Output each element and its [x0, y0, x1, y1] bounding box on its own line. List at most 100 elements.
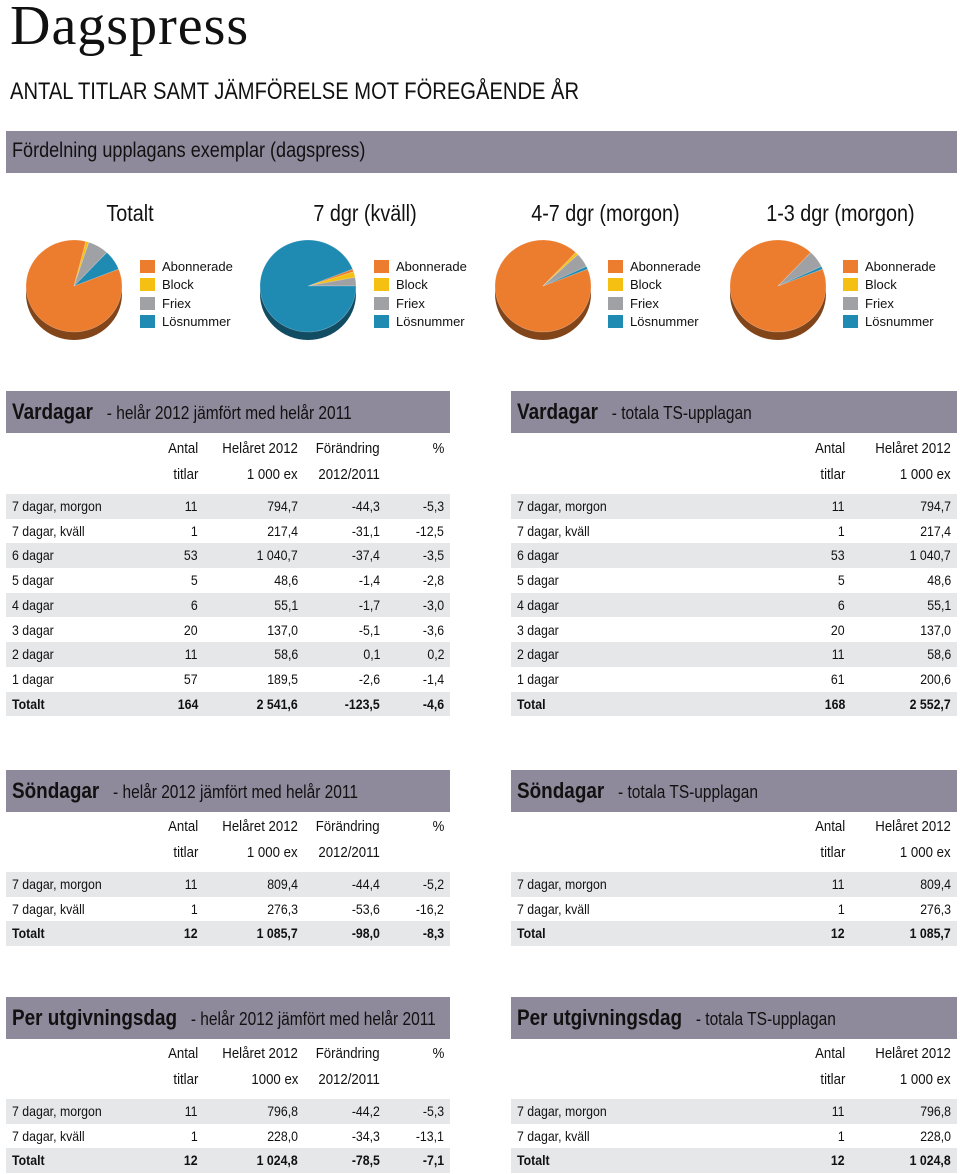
cell-value: 5: [838, 572, 845, 589]
table-row: 7 dagar, kväll 1 228,0: [511, 1124, 957, 1149]
cell-value: -2,8: [422, 572, 444, 589]
pie-slice-lösnummer: [542, 266, 589, 287]
table-total-row: Totalt 12 1 085,7 -98,0 -8,3: [6, 921, 450, 946]
cell-value: -78,5: [351, 1152, 380, 1169]
column-header: 1 000 ex: [247, 844, 298, 861]
pie-slice-lösnummer: [777, 266, 824, 287]
cell-value: 1: [838, 900, 845, 917]
cell-value: -98,0: [351, 925, 380, 942]
cell-value: 55,1: [274, 596, 298, 613]
table-header-row: Antal Helåret 2012: [511, 815, 957, 839]
cell-value: 12: [184, 925, 198, 942]
legend-label: Lösnummer: [630, 314, 699, 330]
column-header: 1 000 ex: [900, 466, 951, 483]
cell-value: 228,0: [920, 1127, 951, 1144]
pie-title-1-3dgr: 1-3 dgr (morgon): [766, 200, 915, 226]
column-header: 1 000 ex: [900, 844, 951, 861]
cell-value: 809,4: [920, 876, 951, 892]
column-header: Förändring: [316, 1045, 380, 1062]
pie-slice-abonnerade: [307, 268, 355, 287]
cell-value: -5,1: [358, 621, 380, 638]
cell-value: 137,0: [920, 621, 951, 638]
column-header: Helåret 2012: [222, 440, 298, 457]
table-total-row: Total 168 2 552,7: [511, 691, 957, 717]
table-row: 7 dagar, morgon 11 794,7: [511, 494, 957, 519]
table-row: 7 dagar, morgon 11 809,4 -44,4 -5,2: [6, 872, 450, 897]
row-label: Totalt: [517, 1152, 550, 1169]
cell-value: 58,6: [274, 646, 298, 663]
cell-value: 11: [832, 876, 845, 892]
legend-swatch: [608, 259, 623, 273]
column-header: %: [432, 1045, 444, 1062]
row-label: 1 dagar: [12, 670, 54, 687]
legend-label: Abonnerade: [396, 258, 467, 274]
legend-label: Lösnummer: [865, 314, 934, 330]
cell-value: -3,0: [422, 596, 444, 613]
column-header: Antal: [167, 440, 198, 457]
cell-value: 1: [191, 1127, 198, 1144]
document-title: Dagspress: [10, 0, 250, 57]
column-header: titlar: [173, 844, 198, 861]
pie-slice-block: [307, 271, 356, 287]
cell-value: 796,8: [920, 1103, 951, 1119]
cell-value: -16,2: [415, 900, 444, 917]
cell-value: -7,1: [422, 1152, 444, 1169]
legend-swatch: [374, 315, 389, 329]
legend-swatch: [140, 278, 155, 292]
legend-item: Block: [843, 276, 936, 295]
row-label: 1 dagar: [517, 670, 559, 687]
cell-value: 228,0: [267, 1127, 298, 1144]
column-header: Helåret 2012: [222, 818, 298, 835]
column-header: 1000 ex: [251, 1071, 298, 1088]
row-label: 7 dagar, morgon: [12, 498, 102, 514]
cell-value: -37,4: [351, 547, 380, 564]
legend-label: Abonnerade: [630, 258, 701, 274]
row-label: 7 dagar, kväll: [517, 900, 590, 917]
cell-value: 6: [191, 596, 198, 613]
table-row: 4 dagar 6 55,1: [511, 592, 957, 618]
legend-label: Block: [630, 277, 662, 293]
cell-value: -3,5: [422, 547, 444, 564]
legend-swatch: [843, 315, 858, 329]
legend-label: Friex: [630, 295, 659, 311]
vardagar-cmp-band: Vardagar - helår 2012 jämfört med helår 2…: [6, 391, 450, 433]
cell-value: 11: [832, 498, 845, 514]
table-header-row: Antal Helåret 2012: [511, 1042, 957, 1066]
cell-value: -8,3: [422, 925, 444, 942]
main-heading: ANTAL TITLAR SAMT JÄMFÖRELSE MOT FÖREGÅE…: [10, 78, 580, 105]
cell-value: -31,1: [351, 522, 380, 539]
pie-chart-4-7dgr: [494, 239, 592, 340]
cell-value: 11: [185, 646, 198, 663]
table-row: 6 dagar 53 1 040,7 -37,4 -3,5: [6, 543, 450, 568]
pie-chart-totalt: [25, 239, 123, 340]
cell-value: 794,7: [920, 498, 951, 514]
table-row: 7 dagar, morgon 11 794,7 -44,3 -5,3: [6, 494, 450, 519]
column-header: titlar: [820, 844, 845, 861]
per-cmp-table: Antal Helåret 2012 Förändring% titlar 1000 e…: [6, 1042, 450, 1174]
cell-value: 217,4: [920, 522, 951, 539]
vardagar-ts-table: Antal Helåret 2012 titlar 1 000 ex 7 dagar, …: [511, 437, 957, 717]
table-header-row: Antal Helåret 2012 Förändring%: [6, 437, 450, 461]
cell-value: 12: [831, 1152, 845, 1169]
table-total-row: Totalt 164 2 541,6 -123,5 -4,6: [6, 691, 450, 717]
pie-slice-block: [73, 241, 90, 287]
cell-value: 276,3: [920, 900, 951, 917]
row-label: 5 dagar: [12, 572, 54, 589]
legend-label: Friex: [396, 295, 425, 311]
table-row: 7 dagar, kväll 1 228,0 -34,3 -13,1: [6, 1124, 450, 1149]
cell-value: 6: [838, 596, 845, 613]
legend-item: Lösnummer: [140, 313, 233, 332]
section-subtitle: - totala TS-upplagan: [618, 782, 759, 802]
cell-value: 53: [831, 547, 845, 564]
legend-swatch: [843, 278, 858, 292]
row-label: 5 dagar: [517, 572, 559, 589]
table-header-row: Antal Helåret 2012: [511, 437, 957, 461]
legend-item: Friex: [374, 294, 467, 313]
table-row: 1 dagar 57 189,5 -2,6 -1,4: [6, 667, 450, 692]
sondagar-cmp-table: Antal Helåret 2012 Förändring% titlar 1 000 …: [6, 815, 450, 950]
pie-title-7dgr: 7 dgr (kväll): [313, 200, 417, 226]
table-row: 7 dagar, kväll 1 217,4 -31,1 -12,5: [6, 519, 450, 544]
row-label: 7 dagar, kväll: [12, 1127, 85, 1144]
cell-value: 57: [184, 670, 198, 687]
cell-value: 1: [838, 522, 845, 539]
